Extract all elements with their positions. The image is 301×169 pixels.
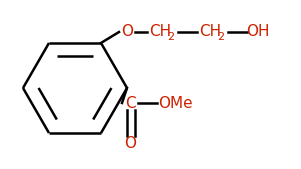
Text: OMe: OMe [158, 95, 192, 111]
Text: CH: CH [199, 25, 221, 40]
Text: O: O [121, 25, 133, 40]
Text: 2: 2 [217, 32, 225, 42]
Text: 2: 2 [167, 32, 175, 42]
Text: C: C [125, 95, 135, 111]
Text: OH: OH [246, 25, 270, 40]
Text: CH: CH [149, 25, 171, 40]
Text: O: O [124, 136, 136, 151]
